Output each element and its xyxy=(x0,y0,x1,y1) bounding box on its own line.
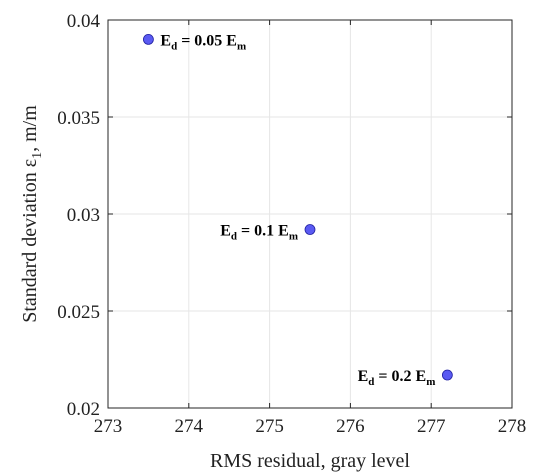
y-axis-title-sub: 1 xyxy=(30,152,45,159)
y-tick-label: 0.03 xyxy=(67,205,100,226)
x-tick-label: 274 xyxy=(175,416,204,437)
y-tick-label: 0.035 xyxy=(57,108,100,129)
point-annotation: Ed = 0.2 Em xyxy=(358,368,436,388)
y-axis-title-main: Standard deviation xyxy=(19,167,41,323)
point-annotation: Ed = 0.1 Em xyxy=(220,223,298,243)
ticks xyxy=(107,19,513,409)
data-points xyxy=(142,34,453,381)
y-tick-label: 0.04 xyxy=(67,11,101,32)
x-tick-label: 273 xyxy=(94,416,123,437)
x-tick-label: 277 xyxy=(417,416,446,437)
point-annotation: Ed = 0.05 Em xyxy=(160,32,246,52)
x-tick-label: 278 xyxy=(498,416,527,437)
point-annotations: Ed = 0.05 Em Ed = 0.1 Em Ed = 0.2 Em xyxy=(160,32,435,388)
y-tick-label: 0.02 xyxy=(67,399,100,420)
x-tick-label: 276 xyxy=(336,416,365,437)
y-axis-title: Standard deviation ε1, m/m xyxy=(19,105,45,323)
y-axis-title-unit: , m/m xyxy=(19,105,41,152)
x-tick-label: 275 xyxy=(255,416,284,437)
data-point xyxy=(304,224,316,235)
tick-labels: 273 274 275 276 277 278 0.02 0.025 0.03 0.035 0.04 xyxy=(57,11,526,437)
data-point xyxy=(142,34,154,45)
x-axis-title: RMS residual, gray level xyxy=(210,450,410,472)
y-axis-title-symbol: ε xyxy=(19,159,41,167)
y-tick-label: 0.025 xyxy=(57,302,100,323)
data-point xyxy=(441,369,453,381)
